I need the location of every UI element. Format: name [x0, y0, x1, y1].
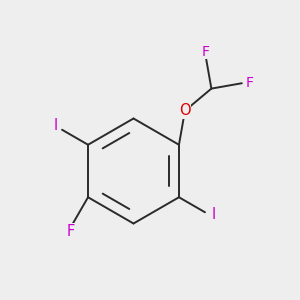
Text: I: I	[211, 207, 215, 222]
Text: O: O	[179, 103, 191, 118]
Text: F: F	[246, 76, 254, 90]
Text: F: F	[67, 224, 75, 238]
Text: F: F	[201, 45, 209, 58]
Text: I: I	[54, 118, 58, 134]
